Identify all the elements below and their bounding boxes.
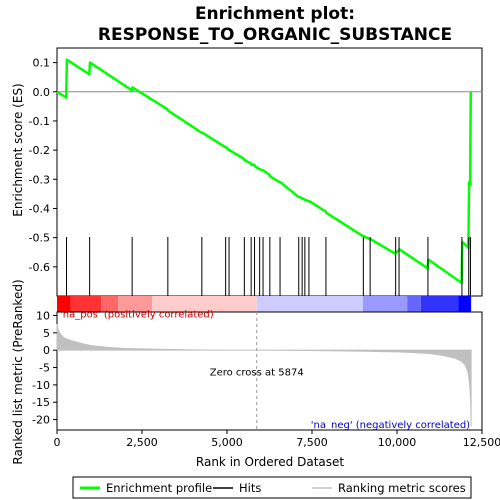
- rank-bar-segment: [421, 296, 458, 312]
- x-tick-label: 0: [54, 436, 61, 449]
- top-ytick-label: -0.3: [29, 173, 50, 186]
- bottom-ytick-label: -20: [32, 414, 50, 427]
- top-ytick-label: -0.4: [29, 202, 50, 215]
- enrichment-score-panel: 0.1 0.0 -0.1 -0.2 -0.3 -0.4 -0.5 -0.6 Enrichmen…: [11, 48, 482, 296]
- x-tick-label: 12,500: [463, 436, 500, 449]
- bottom-ytick-label: 5: [43, 327, 50, 340]
- bottom-ytick-label: 10: [36, 309, 50, 322]
- legend-ranking-metric-label: Ranking metric scores: [338, 481, 466, 495]
- rank-bar-segment: [363, 296, 407, 312]
- x-tick-label: 5,000: [211, 436, 243, 449]
- top-panel-ylabel: Enrichment score (ES): [11, 83, 25, 216]
- bottom-ytick-label: -10: [32, 379, 50, 392]
- na-pos-annotation: 'na_pos' (positively correlated): [60, 310, 214, 321]
- x-axis: 0 2,500 5,000 7,500 10,000 12,500: [54, 430, 500, 449]
- bottom-ytick-label: -15: [32, 396, 50, 409]
- bottom-ytick-label: -5: [39, 362, 50, 375]
- bottom-ytick-label: 0: [43, 344, 50, 357]
- top-ytick-label: -0.1: [29, 115, 50, 128]
- chart-title-line-1: Enrichment plot:: [195, 4, 355, 24]
- x-tick-label: 7,500: [296, 436, 328, 449]
- chart-title-line-2: RESPONSE_TO_ORGANIC_SUBSTANCE: [98, 25, 452, 45]
- top-ytick-label: 0.0: [33, 86, 51, 99]
- top-ytick-label: -0.5: [29, 232, 50, 245]
- x-tick-label: 10,000: [378, 436, 417, 449]
- rank-bar-segment: [407, 296, 421, 312]
- top-ytick-label: 0.1: [33, 57, 51, 70]
- top-ytick-label: -0.2: [29, 144, 50, 157]
- top-ytick-label: -0.6: [29, 261, 50, 274]
- legend: Enrichment profile Hits Ranking metric sco…: [73, 477, 471, 498]
- bottom-panel-ylabel: Ranked list metric (PreRanked): [11, 279, 25, 464]
- zero-cross-annotation: Zero cross at 5874: [210, 368, 304, 379]
- rank-bar-segment: [458, 296, 471, 312]
- na-neg-annotation: 'na_neg' (negatively correlated): [311, 420, 470, 431]
- x-axis-label: Rank in Ordered Dataset: [196, 455, 344, 469]
- legend-hits-label: Hits: [239, 481, 261, 495]
- rank-bar-segment: [257, 296, 363, 312]
- legend-enrichment-profile-label: Enrichment profile: [106, 481, 212, 495]
- x-tick-label: 2,500: [126, 436, 158, 449]
